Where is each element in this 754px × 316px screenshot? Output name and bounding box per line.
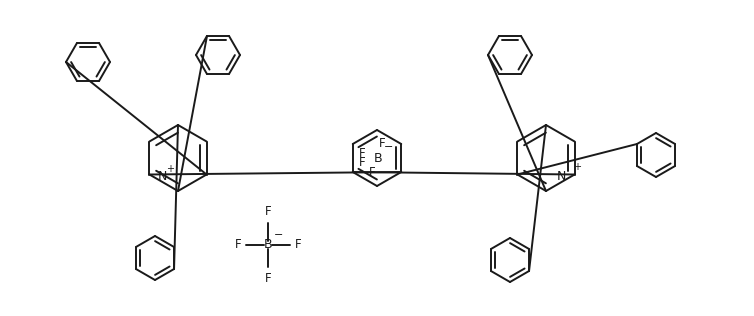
- Text: −: −: [384, 142, 394, 152]
- Text: N: N: [557, 170, 566, 183]
- Text: N: N: [158, 170, 167, 183]
- Text: F: F: [359, 156, 366, 169]
- Text: F: F: [234, 239, 241, 252]
- Text: F: F: [369, 166, 375, 179]
- Text: +: +: [572, 162, 581, 173]
- Text: F: F: [379, 137, 385, 150]
- Text: F: F: [265, 272, 271, 285]
- Text: +: +: [167, 165, 174, 174]
- Text: F: F: [265, 205, 271, 218]
- Text: B: B: [374, 151, 382, 165]
- Text: −: −: [274, 230, 284, 240]
- Text: F: F: [359, 147, 366, 160]
- Text: B: B: [264, 239, 272, 252]
- Text: F: F: [295, 239, 302, 252]
